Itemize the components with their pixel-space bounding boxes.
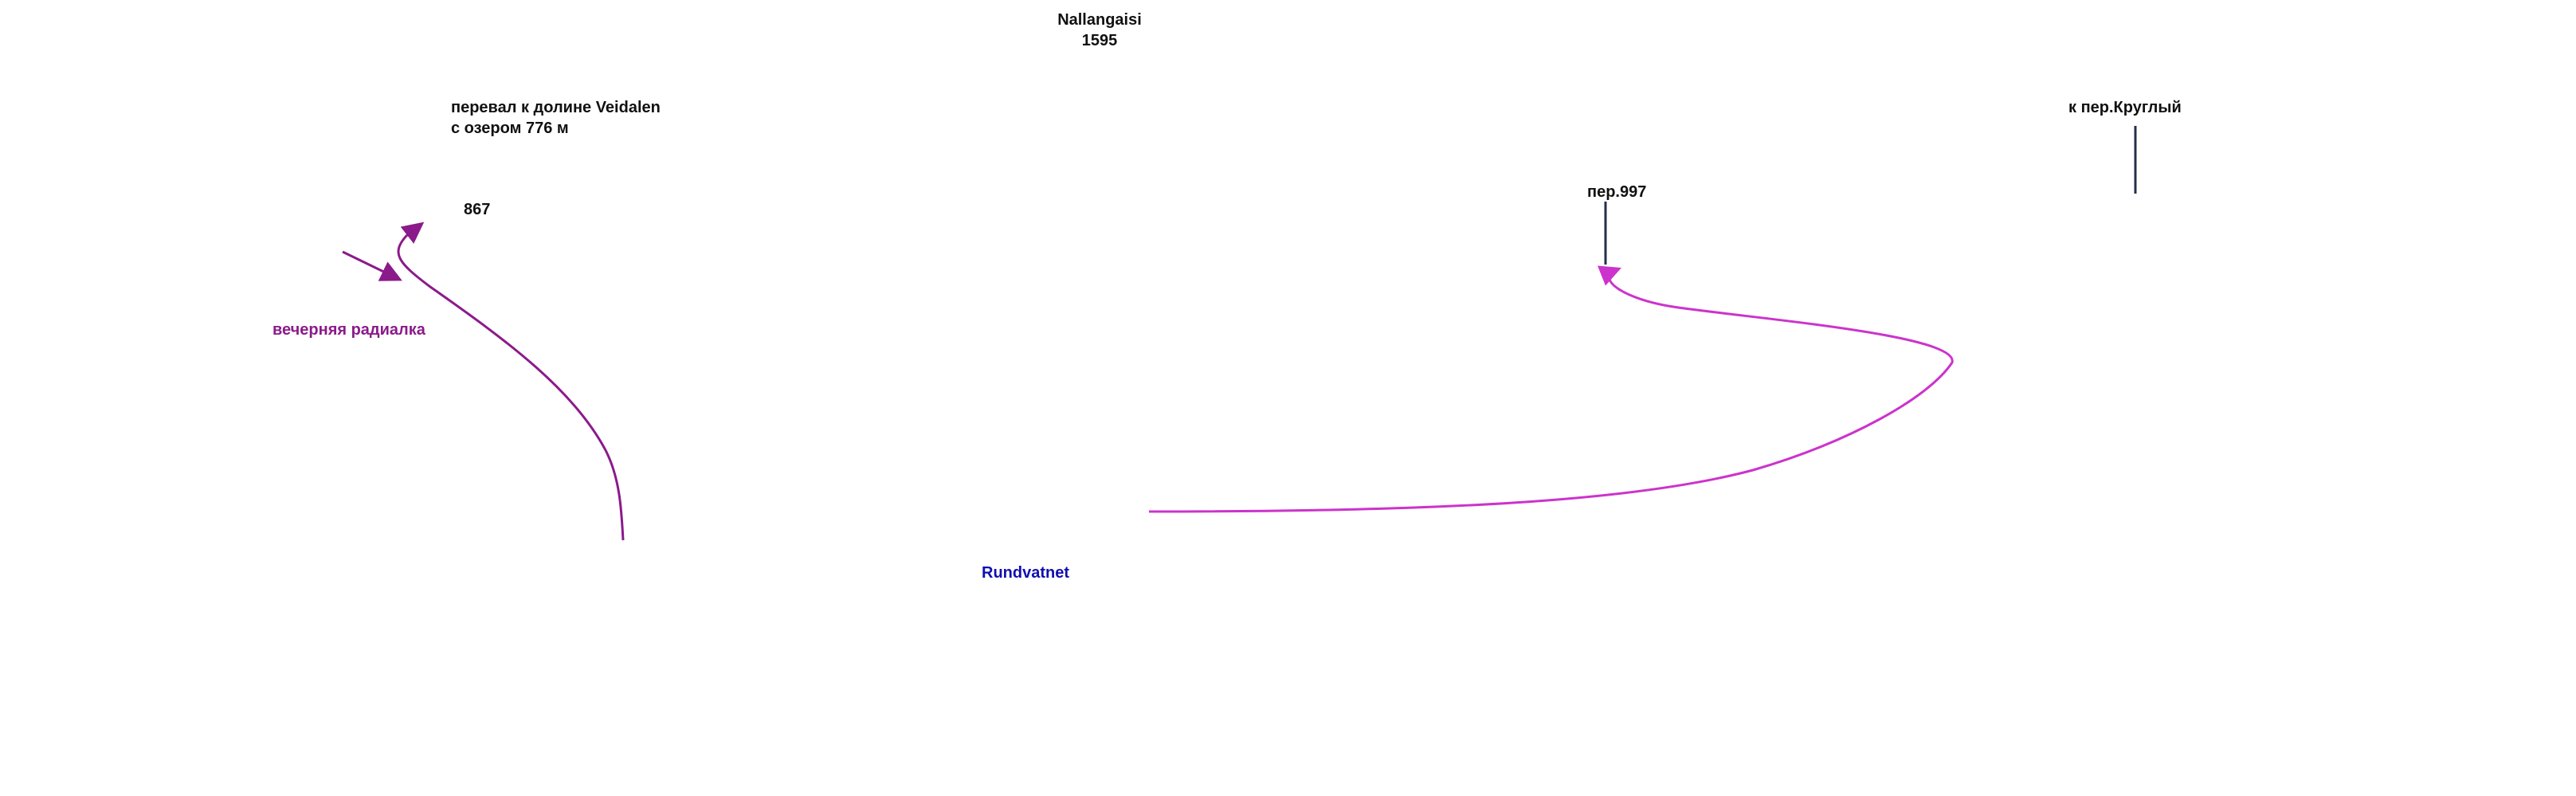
pass-veidalen-line2: с озером 776 м [451, 120, 569, 137]
evening-radial-route [397, 222, 625, 541]
pass-997-label: пер.997 [1587, 183, 1647, 201]
route-to-pass-997 [1148, 265, 1954, 513]
peak-elevation: 1595 [1081, 32, 1118, 49]
pass-krugly-label: к пер.Круглый [2068, 99, 2182, 116]
pass-veidalen-label: перевал к долине Veidalen с озером 776 м [451, 97, 661, 139]
evening-radial-label: вечерняя радиалка [272, 321, 425, 339]
peak-name: Nallangaisi [1057, 11, 1142, 29]
pass-veidalen-line1: перевал к долине Veidalen [451, 99, 661, 116]
evening-radial-arrow [342, 250, 402, 281]
point-867-label: 867 [464, 201, 491, 218]
peak-label: Nallangaisi 1595 [1036, 10, 1163, 51]
lake-rundvatnet-label: Rundvatnet [982, 564, 1069, 582]
